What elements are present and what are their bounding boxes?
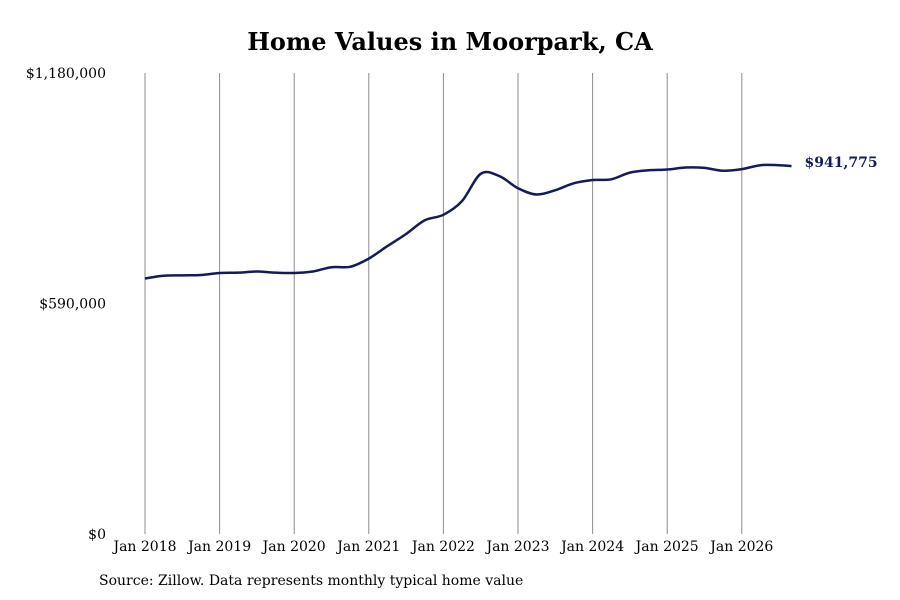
series-layer [144,163,792,280]
x-tick-label: Jan 2020 [261,539,326,555]
end-label-layer: $941,775 [805,155,878,171]
x-tick-label: Jan 2018 [111,539,176,555]
x-tick-label: Jan 2021 [335,539,400,555]
x-tick-label: Jan 2019 [186,539,251,555]
y-tick-label: $590,000 [39,297,106,313]
x-tick-label: Jan 2026 [708,539,773,555]
y-tick-label: $1,180,000 [26,66,106,82]
x-tick-label: Jan 2022 [410,539,475,555]
end-value-label: $941,775 [805,155,878,171]
x-tick-label: Jan 2025 [634,539,699,555]
source-note: Source: Zillow. Data represents monthly … [99,573,524,589]
x-axis-ticks: Jan 2018 Jan 2019 Jan 2020 Jan 2021 Jan 2022… [111,539,773,555]
gridlines [144,73,743,534]
x-tick-label: Jan 2024 [559,539,624,555]
series-line [144,163,792,280]
y-tick-label: $0 [88,527,106,543]
y-axis-ticks: $0 $590,000 $1,180,000 [26,66,106,543]
x-tick-label: Jan 2023 [484,539,549,555]
chart-title: Home Values in Moorpark, CA [247,27,653,56]
